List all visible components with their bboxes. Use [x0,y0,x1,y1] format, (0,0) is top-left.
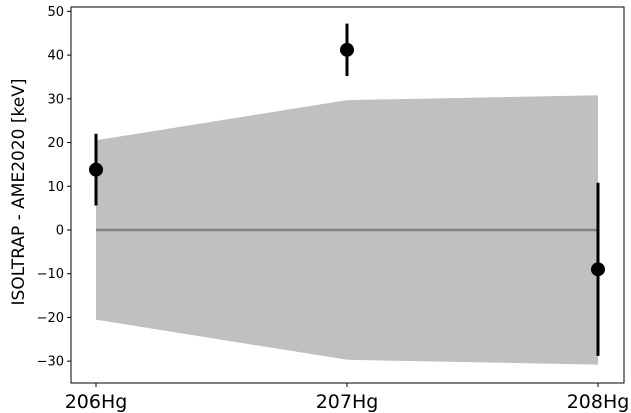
y-tick-label: −30 [37,355,64,370]
y-tick-label: −20 [37,311,64,326]
data-point [591,262,605,277]
y-tick-label: 50 [47,5,64,20]
x-tick-label: 207Hg [316,391,379,413]
data-point [340,42,354,57]
y-axis-label: ISOLTRAP - AME2020 [keV] [9,79,29,306]
y-tick-label: 0 [56,223,64,238]
y-tick-label: 10 [47,180,64,195]
x-tick-label: 206Hg [65,391,128,413]
y-tick-label: 30 [47,92,64,107]
plot-area [89,23,605,365]
x-tick-label: 208Hg [567,391,630,413]
y-tick-label: −10 [37,267,64,282]
axes: 50 40 30 20 10 0 −10 −20 −30 206Hg 207Hg 208Hg [37,5,630,413]
y-tick-label: 40 [47,49,64,64]
data-point [89,162,103,177]
y-tick-label: 20 [47,136,64,151]
